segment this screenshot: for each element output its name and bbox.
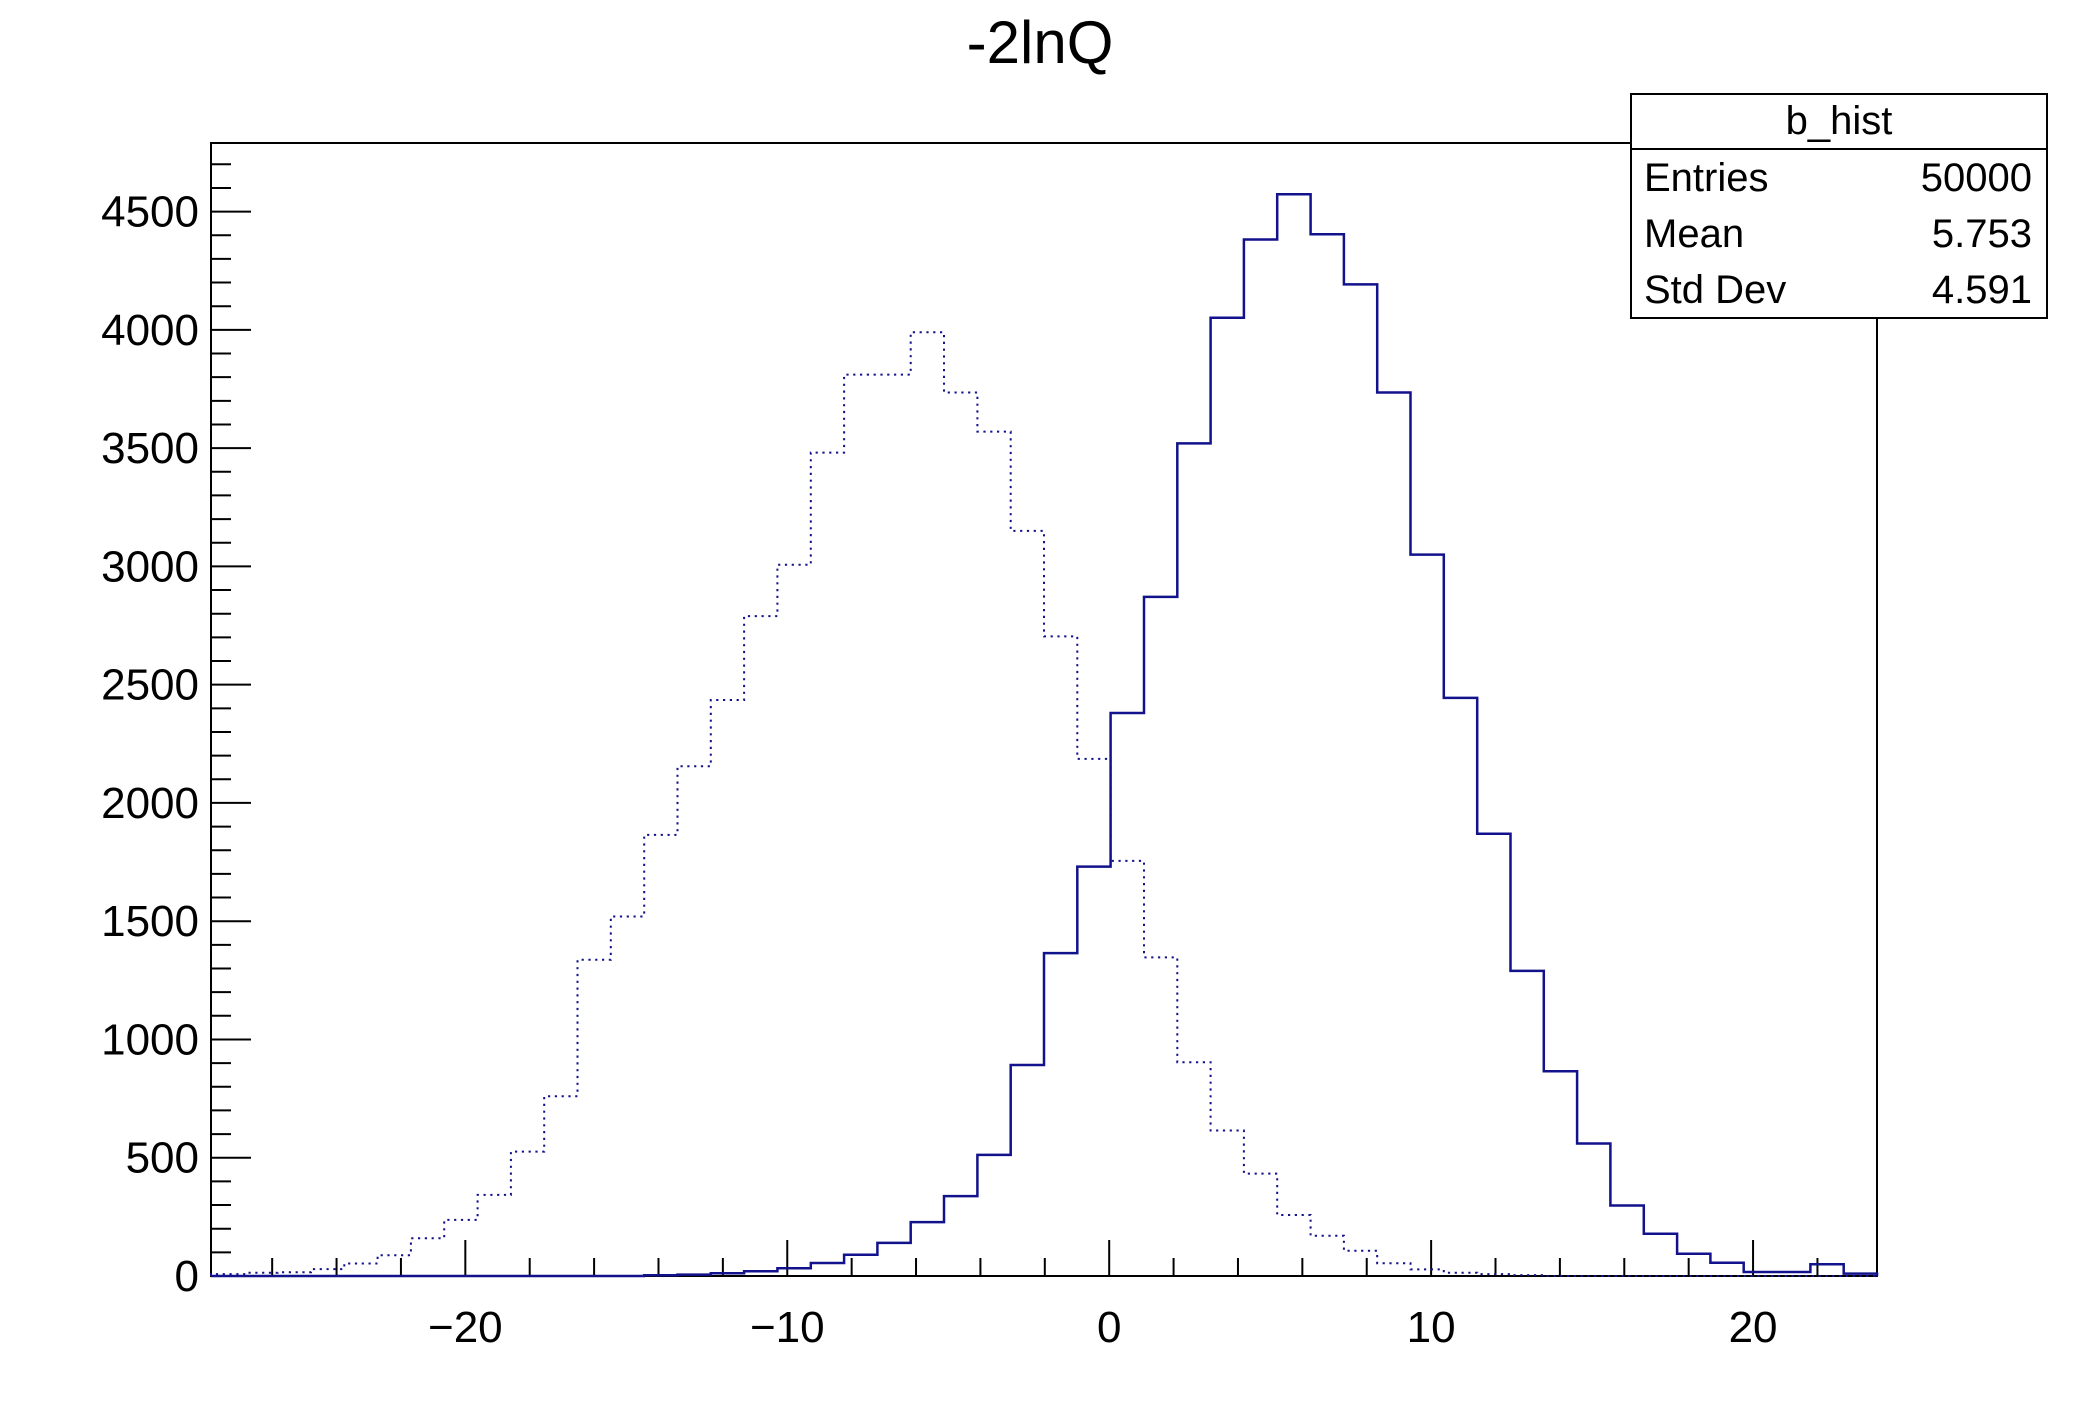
y-axis-tick-label: 4000	[101, 306, 199, 355]
hist-b_hist-line	[211, 193, 1879, 1278]
x-axis-tick-label: −20	[428, 1303, 503, 1352]
stats-mean-label: Mean	[1644, 211, 1745, 256]
y-axis-tick-label: 1000	[101, 1015, 199, 1064]
y-axis-tick-label: 0	[175, 1252, 199, 1301]
x-axis-tick-label: −10	[750, 1303, 825, 1352]
stats-mean-value: 5.753	[1931, 211, 2032, 256]
y-axis-tick-label: 4500	[101, 188, 199, 237]
stats-entries-value: 50000	[1920, 155, 2032, 200]
stats-stddev-value: 4.591	[1931, 267, 2032, 312]
stats-row-stddev: Std Dev 4.591	[1632, 262, 2046, 318]
x-axis-tick-label: 20	[1729, 1303, 1778, 1352]
y-axis-tick-label: 2500	[101, 661, 199, 710]
stats-row-entries: Entries 50000	[1632, 150, 2046, 206]
stats-box: b_hist Entries 50000 Mean 5.753 Std Dev …	[1630, 93, 2048, 319]
y-axis-tick-label: 500	[126, 1134, 199, 1183]
x-axis-tick-label: 10	[1407, 1303, 1456, 1352]
stats-box-title: b_hist	[1632, 95, 2046, 150]
plot-frame	[210, 142, 1878, 1277]
stats-row-mean: Mean 5.753	[1632, 206, 2046, 262]
y-axis-tick-label: 1500	[101, 897, 199, 946]
y-axis-tick-label: 3000	[101, 542, 199, 591]
y-axis-tick-label: 2000	[101, 779, 199, 828]
x-axis-tick-label: 0	[1097, 1303, 1121, 1352]
stats-stddev-label: Std Dev	[1644, 267, 1787, 312]
y-axis-tick-label: 3500	[101, 424, 199, 473]
stats-entries-label: Entries	[1644, 155, 1769, 200]
plot-title: -2lnQ	[966, 9, 1114, 76]
hist-dotted_hist-line	[210, 331, 1877, 1277]
